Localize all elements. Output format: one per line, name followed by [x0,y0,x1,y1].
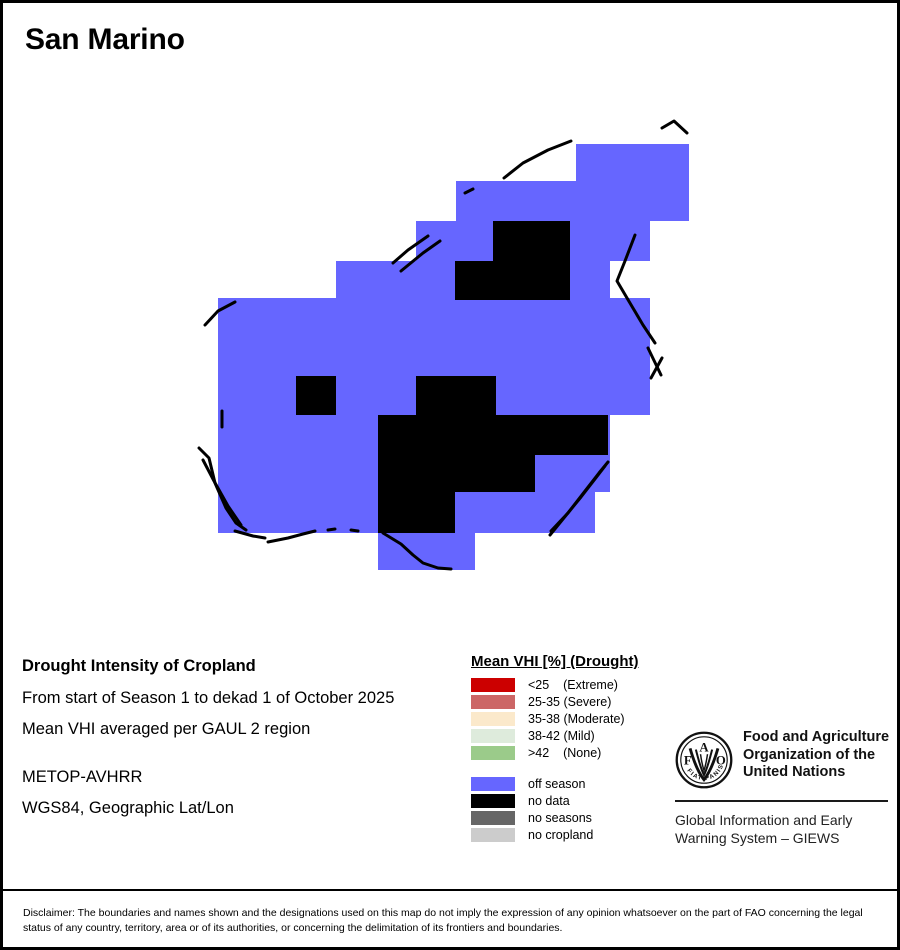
map-cell-no-data[interactable] [378,455,535,492]
legend-row-scale-0: <25 (Extreme) [471,676,671,693]
map-cell-no-data[interactable] [493,221,570,261]
map-cell-off-season[interactable] [456,181,689,221]
caption-line-3: Mean VHI averaged per GAUL 2 region [22,720,311,738]
svg-text:F: F [684,754,692,768]
boundary-line [233,529,267,540]
legend-label: 35-38 (Moderate) [528,711,625,726]
legend-swatch [471,677,515,692]
boundary-line [463,187,475,195]
legend-swatch [471,827,515,842]
boundary-line [203,300,237,327]
boundary-line [548,464,607,537]
legend-row-status-1: no data [471,792,671,809]
legend-swatch [471,810,515,825]
page-title: San Marino [25,23,185,56]
legend-label: no data [528,793,570,808]
legend-swatch [471,776,515,791]
legend-scale-rows: <25 (Extreme) 25-35 (Severe) 35-38 (Modera… [471,676,671,761]
map-cell-no-data[interactable] [378,492,455,533]
boundary-line [646,346,663,377]
boundary-line [399,239,442,273]
legend: Mean VHI [%] (Drought) <25 (Extreme) 25-3… [471,653,671,843]
no-data-cells [296,221,608,533]
caption-block: Drought Intensity of Cropland From start… [22,658,452,832]
boundary-line [381,531,453,571]
fao-block: A F O FIAT PANIS Food and Agriculture Org… [675,729,890,847]
boundary-line [649,356,664,380]
boundary-line [326,527,337,532]
text-line-1: Food and Agriculture [743,729,890,745]
legend-status-rows: off season no data no seasons no cropland [471,775,671,843]
boundary-line [660,119,689,135]
text-line-2: Warning System – GIEWS [675,830,840,847]
legend-row-scale-2: 35-38 (Moderate) [471,710,671,727]
map-cell-off-season[interactable] [218,338,650,376]
text-line-2: Organization of the [743,746,876,763]
caption-line-1: Drought Intensity of Cropland [22,657,256,675]
map-cell-off-season[interactable] [576,144,689,181]
legend-label: >42 (None) [528,745,602,760]
boundary-line [201,458,243,527]
caption-line-2: From start of Season 1 to dekad 1 of Oct… [22,688,395,707]
boundary-line [502,139,573,180]
fao-logo-icon: A F O FIAT PANIS [675,731,733,789]
fao-divider [675,800,888,802]
boundary-line [349,528,360,533]
legend-row-status-3: no cropland [471,826,671,843]
legend-label: off season [528,776,586,791]
legend-swatch [471,793,515,808]
disclaimer-divider [3,889,897,891]
map-cell-off-season[interactable] [218,298,650,338]
legend-spacer [471,761,671,775]
legend-label: <25 (Extreme) [528,677,618,692]
legend-label: no seasons [528,810,592,825]
legend-row-status-0: off season [471,775,671,792]
map-cell-off-season[interactable] [336,261,416,301]
map-cell-no-data[interactable] [416,376,496,415]
text-line-1: Global Information and Early [675,812,853,828]
caption-line-4: METOP-AVHRR [22,767,143,786]
caption-spacer [22,753,452,769]
fao-header: A F O FIAT PANIS Food and Agriculture Org… [675,729,890,789]
disclaimer-text: Disclaimer: The boundaries and names sho… [23,907,863,935]
legend-label: 38-42 (Mild) [528,728,595,743]
text-line-3: United Nations [743,764,846,781]
map-svg[interactable] [3,73,897,633]
caption-line-5: WGS84, Geographic Lat/Lon [22,799,234,817]
legend-swatch [471,711,515,726]
legend-row-scale-4: >42 (None) [471,744,671,761]
boundary-line [266,529,317,544]
legend-label: no cropland [528,827,594,842]
svg-text:A: A [699,740,709,754]
legend-swatch [471,694,515,709]
legend-row-status-2: no seasons [471,809,671,826]
admin-boundary-lines [197,119,689,571]
legend-label: 25-35 (Severe) [528,694,612,709]
legend-row-scale-3: 38-42 (Mild) [471,727,671,744]
boundary-line [391,234,430,265]
map-canvas[interactable] [3,73,897,633]
legend-title: Mean VHI [%] (Drought) [471,653,639,670]
map-cell-no-data[interactable] [378,415,608,455]
map-cell-no-data[interactable] [296,376,336,415]
legend-row-scale-1: 25-35 (Severe) [471,693,671,710]
legend-swatch [471,745,515,760]
map-cell-off-season[interactable] [218,492,515,533]
map-cell-no-data[interactable] [455,261,570,300]
legend-swatch [471,728,515,743]
boundary-line [615,233,657,345]
svg-text:O: O [716,754,726,768]
fao-organization-name: Food and Agriculture Organization of the U… [743,729,889,782]
giews-system-name: Global Information and Early Warning Syst… [675,811,890,847]
